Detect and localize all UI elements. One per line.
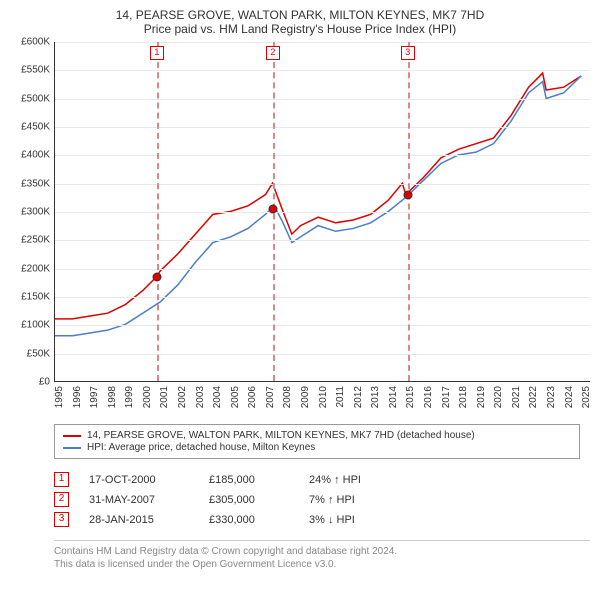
- x-axis-label: 2017: [441, 386, 452, 408]
- x-axis-label: 2007: [265, 386, 276, 408]
- gridline: [55, 240, 590, 241]
- footer-line-2: This data is licensed under the Open Gov…: [54, 558, 590, 571]
- x-axis-label: 2020: [493, 386, 504, 408]
- title-line-2: Price paid vs. HM Land Registry's House …: [10, 22, 590, 36]
- x-axis-label: 2019: [476, 386, 487, 408]
- x-axis-label: 2003: [195, 386, 206, 408]
- x-axis-label: 2010: [318, 386, 329, 408]
- gridline: [55, 269, 590, 270]
- sale-point-dot: [268, 205, 277, 214]
- x-axis-label: 2024: [564, 386, 575, 408]
- x-axis-label: 1998: [107, 386, 118, 408]
- x-axis-label: 2021: [511, 386, 522, 408]
- chart-area: £0£50K£100K£150K£200K£250K£300K£350K£400…: [10, 42, 590, 382]
- y-axis-label: £100K: [21, 320, 50, 331]
- y-axis-label: £50K: [27, 348, 50, 359]
- x-axis-label: 2002: [177, 386, 188, 408]
- gridline: [55, 99, 590, 100]
- x-axis-label: 2011: [335, 386, 346, 408]
- x-axis: 1995 1996 1997 1998 1999 2000 2001 2002 2003 2004…: [54, 382, 590, 414]
- marker-table-date: 31-MAY-2007: [89, 494, 189, 506]
- y-axis-label: £400K: [21, 150, 50, 161]
- x-axis-label: 1999: [124, 386, 135, 408]
- y-axis-label: £200K: [21, 263, 50, 274]
- x-axis-label: 2008: [282, 386, 293, 408]
- marker-table-date: 17-OCT-2000: [89, 474, 189, 486]
- y-axis-label: £600K: [21, 37, 50, 48]
- x-axis-label: 2015: [405, 386, 416, 408]
- y-axis-label: £350K: [21, 178, 50, 189]
- x-axis-label: 2004: [212, 386, 223, 408]
- y-axis-label: £250K: [21, 235, 50, 246]
- marker-table-box: 2: [54, 492, 69, 507]
- y-axis-label: £0: [39, 377, 50, 388]
- title-line-1: 14, PEARSE GROVE, WALTON PARK, MILTON KE…: [10, 8, 590, 22]
- legend-swatch: [63, 447, 81, 449]
- y-axis: £0£50K£100K£150K£200K£250K£300K£350K£400…: [10, 42, 54, 382]
- legend-row: 14, PEARSE GROVE, WALTON PARK, MILTON KE…: [63, 430, 571, 441]
- marker-table-diff: 7% ↑ HPI: [309, 494, 389, 506]
- marker-table-row: 3 28-JAN-2015 £330,000 3% ↓ HPI: [54, 512, 580, 527]
- x-axis-label: 2022: [528, 386, 539, 408]
- marker-table-diff: 3% ↓ HPI: [309, 514, 389, 526]
- gridline: [55, 297, 590, 298]
- markers-table: 1 17-OCT-2000 £185,000 24% ↑ HPI 2 31-MAY-200…: [54, 467, 580, 532]
- gridline: [55, 325, 590, 326]
- y-axis-label: £450K: [21, 122, 50, 133]
- chart-container: 14, PEARSE GROVE, WALTON PARK, MILTON KE…: [0, 0, 600, 590]
- gridline: [55, 354, 590, 355]
- gridline: [55, 127, 590, 128]
- x-axis-label: 2005: [230, 386, 241, 408]
- y-axis-label: £500K: [21, 93, 50, 104]
- legend-row: HPI: Average price, detached house, Milt…: [63, 442, 571, 453]
- legend: 14, PEARSE GROVE, WALTON PARK, MILTON KE…: [54, 424, 580, 459]
- x-axis-label: 2023: [546, 386, 557, 408]
- x-axis-label: 2009: [300, 386, 311, 408]
- gridline: [55, 155, 590, 156]
- marker-table-price: £330,000: [209, 514, 289, 526]
- sale-marker-box: 2: [266, 46, 280, 60]
- marker-table-date: 28-JAN-2015: [89, 514, 189, 526]
- y-axis-label: £150K: [21, 292, 50, 303]
- footer-line-1: Contains HM Land Registry data © Crown c…: [54, 545, 590, 558]
- marker-table-box: 3: [54, 512, 69, 527]
- sale-marker-box: 1: [150, 46, 164, 60]
- y-axis-label: £550K: [21, 65, 50, 76]
- sale-point-dot: [152, 273, 161, 282]
- marker-table-row: 2 31-MAY-2007 £305,000 7% ↑ HPI: [54, 492, 580, 507]
- x-axis-label: 2012: [353, 386, 364, 408]
- legend-swatch: [63, 435, 81, 437]
- marker-table-price: £305,000: [209, 494, 289, 506]
- marker-table-price: £185,000: [209, 474, 289, 486]
- sale-vline: [408, 42, 410, 381]
- x-axis-label: 1995: [54, 386, 65, 408]
- legend-label: HPI: Average price, detached house, Milt…: [87, 442, 315, 453]
- plot-area: 1 2 3: [54, 42, 590, 382]
- gridline: [55, 212, 590, 213]
- x-axis-label: 2001: [159, 386, 170, 408]
- sale-point-dot: [403, 191, 412, 200]
- sale-marker-box: 3: [401, 46, 415, 60]
- series-line: [55, 73, 581, 319]
- x-axis-label: 2025: [581, 386, 592, 408]
- gridline: [55, 42, 590, 43]
- marker-table-diff: 24% ↑ HPI: [309, 474, 389, 486]
- gridline: [55, 70, 590, 71]
- x-axis-label: 1997: [89, 386, 100, 408]
- x-axis-label: 2013: [370, 386, 381, 408]
- x-axis-label: 2018: [458, 386, 469, 408]
- gridline: [55, 184, 590, 185]
- x-axis-label: 2014: [388, 386, 399, 408]
- y-axis-label: £300K: [21, 207, 50, 218]
- sale-vline: [157, 42, 159, 381]
- x-axis-label: 2016: [423, 386, 434, 408]
- x-axis-label: 1996: [72, 386, 83, 408]
- marker-table-row: 1 17-OCT-2000 £185,000 24% ↑ HPI: [54, 472, 580, 487]
- footer: Contains HM Land Registry data © Crown c…: [54, 540, 590, 571]
- legend-label: 14, PEARSE GROVE, WALTON PARK, MILTON KE…: [87, 430, 475, 441]
- marker-table-box: 1: [54, 472, 69, 487]
- x-axis-label: 2006: [247, 386, 258, 408]
- x-axis-label: 2000: [142, 386, 153, 408]
